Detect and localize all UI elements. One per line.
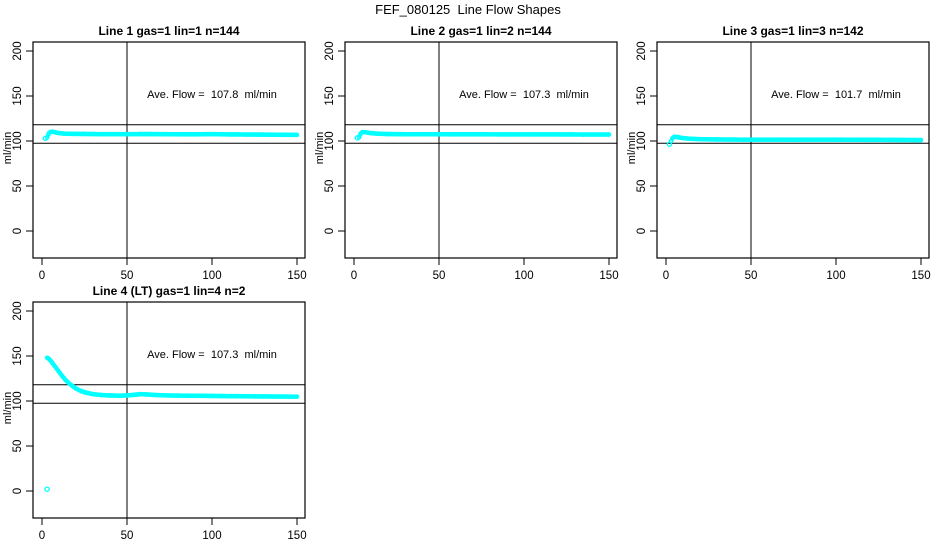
- y-axis: 0 50 100 150 200: [324, 41, 345, 234]
- figure-title: FEF_080125 Line Flow Shapes: [375, 2, 561, 17]
- panel-1-y-axis-label: ml/min: [2, 131, 14, 165]
- x-tick-label: 0: [663, 270, 669, 282]
- x-axis: 0 50 100 150: [39, 258, 307, 282]
- x-axis: 0 50 100 150: [663, 258, 931, 282]
- x-tick-label: 150: [911, 270, 930, 282]
- x-tick-label: 150: [287, 530, 306, 540]
- x-tick-label: 50: [745, 270, 758, 282]
- flow-data-series: [44, 355, 300, 492]
- panel-3-y-axis-label: ml/min: [626, 131, 638, 165]
- y-tick-label: 0: [324, 228, 336, 234]
- panel-2-annotation: Ave. Flow = 107.3 ml/min: [459, 89, 589, 101]
- panel-1-title: Line 1 gas=1 lin=1 n=144: [98, 24, 240, 38]
- flow-data-series: [666, 134, 924, 147]
- y-tick-label: 200: [12, 41, 24, 60]
- y-tick-label: 100: [324, 131, 336, 150]
- panel-4: 0 50 100 150 0 50 100 150 200: [12, 301, 307, 540]
- y-tick-label: 0: [636, 228, 648, 234]
- x-tick-label: 100: [826, 270, 845, 282]
- x-axis: 0 50 100 150: [351, 258, 619, 282]
- x-axis: 0 50 100 150: [39, 518, 307, 540]
- y-axis: 0 50 100 150 200: [636, 41, 657, 234]
- panel-4-title: Line 4 (LT) gas=1 lin=4 n=2: [92, 284, 246, 298]
- y-tick-label: 50: [324, 180, 336, 193]
- reference-lines: [33, 302, 305, 518]
- outlier-point: [42, 135, 49, 142]
- reference-lines: [345, 42, 617, 258]
- panel-2-title: Line 2 gas=1 lin=2 n=144: [410, 24, 552, 38]
- x-tick-label: 150: [599, 270, 618, 282]
- x-tick-label: 50: [433, 270, 446, 282]
- x-tick-label: 0: [39, 530, 45, 540]
- flow-data-series: [354, 129, 612, 141]
- panel-3-annotation: Ave. Flow = 101.7 ml/min: [771, 89, 901, 101]
- outlier-point: [666, 141, 673, 147]
- panel-3-title: Line 3 gas=1 lin=3 n=142: [722, 24, 864, 38]
- y-tick-label: 0: [12, 228, 24, 234]
- y-tick-label: 100: [636, 131, 648, 150]
- y-tick-label: 50: [12, 440, 24, 453]
- y-tick-label: 50: [636, 180, 648, 193]
- reference-lines: [33, 42, 305, 258]
- x-tick-label: 50: [121, 530, 134, 540]
- x-tick-label: 100: [514, 270, 533, 282]
- y-tick-label: 200: [636, 41, 648, 60]
- flow-data-series: [42, 129, 300, 142]
- y-tick-label: 50: [12, 180, 24, 193]
- y-axis: 0 50 100 150 200: [12, 41, 33, 234]
- x-tick-label: 0: [351, 270, 357, 282]
- y-tick-label: 0: [12, 488, 24, 494]
- y-tick-label: 100: [12, 131, 24, 150]
- panel-4-annotation: Ave. Flow = 107.3 ml/min: [147, 349, 277, 361]
- x-tick-label: 100: [202, 270, 221, 282]
- panel-2: 0 50 100 150 0 50 100 150 200: [324, 41, 619, 282]
- y-tick-label: 150: [324, 86, 336, 105]
- panel-4-y-axis-label: ml/min: [2, 391, 14, 425]
- x-tick-label: 50: [121, 270, 134, 282]
- panel-1: 0 50 100 150 0 50 100 150 200: [12, 41, 307, 282]
- y-tick-label: 150: [12, 346, 24, 365]
- panel-2-y-axis-label: ml/min: [314, 131, 326, 165]
- panel-3: 0 50 100 150 0 50 100 150 200: [636, 41, 931, 282]
- plot-frame: [32, 41, 306, 259]
- y-tick-label: 200: [324, 41, 336, 60]
- reference-lines: [657, 42, 929, 258]
- panel-1-annotation: Ave. Flow = 107.8 ml/min: [147, 89, 277, 101]
- plot-frame: [344, 41, 618, 259]
- y-tick-label: 150: [636, 86, 648, 105]
- y-tick-label: 100: [12, 391, 24, 410]
- outlier-point: [44, 486, 50, 492]
- x-tick-label: 0: [39, 270, 45, 282]
- x-tick-label: 100: [202, 530, 221, 540]
- y-axis: 0 50 100 150 200: [12, 301, 33, 494]
- plot-frame: [32, 301, 306, 519]
- y-tick-label: 150: [12, 86, 24, 105]
- y-tick-label: 200: [12, 301, 24, 320]
- plot-frame: [656, 41, 930, 259]
- x-tick-label: 150: [287, 270, 306, 282]
- outlier-point: [354, 135, 361, 141]
